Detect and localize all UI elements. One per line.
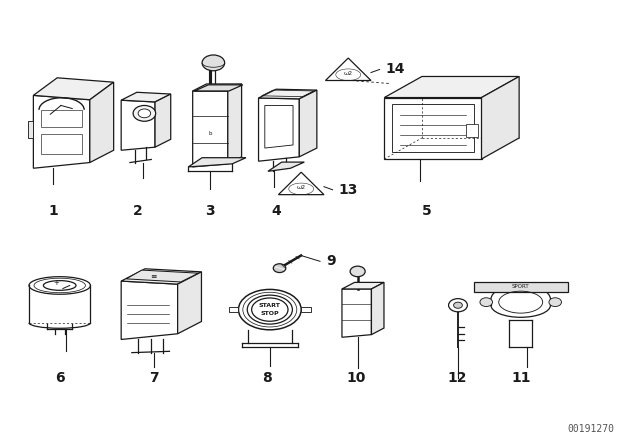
Polygon shape [268, 162, 305, 171]
Text: 13: 13 [339, 183, 358, 197]
Polygon shape [126, 270, 198, 282]
Polygon shape [474, 282, 568, 292]
Circle shape [549, 298, 561, 306]
Polygon shape [193, 84, 242, 91]
Text: 3: 3 [205, 204, 215, 218]
Text: 8: 8 [262, 371, 271, 385]
Polygon shape [33, 78, 114, 100]
Polygon shape [342, 282, 384, 289]
Text: 10: 10 [347, 371, 366, 385]
Circle shape [454, 302, 462, 308]
Polygon shape [193, 91, 228, 167]
Polygon shape [259, 98, 300, 161]
Polygon shape [90, 82, 114, 163]
Circle shape [449, 299, 467, 312]
Polygon shape [121, 269, 202, 284]
Text: SPORT: SPORT [512, 284, 529, 289]
Polygon shape [229, 307, 239, 312]
Text: b: b [209, 132, 212, 137]
Text: 14: 14 [386, 62, 405, 77]
Polygon shape [228, 84, 242, 164]
Text: STOP: STOP [260, 310, 279, 316]
Circle shape [138, 109, 150, 118]
Text: 7: 7 [149, 371, 159, 385]
Text: 2: 2 [133, 204, 143, 218]
Circle shape [202, 55, 225, 71]
Polygon shape [121, 281, 178, 340]
Circle shape [350, 266, 365, 277]
Polygon shape [466, 124, 478, 137]
Text: ≡: ≡ [150, 272, 157, 281]
Text: 9: 9 [326, 254, 336, 268]
Text: START: START [259, 303, 281, 308]
Text: 00191270: 00191270 [568, 424, 615, 434]
Text: +: + [54, 280, 60, 286]
Polygon shape [301, 307, 310, 312]
Polygon shape [188, 158, 246, 167]
Polygon shape [371, 282, 384, 335]
Polygon shape [259, 89, 317, 99]
Text: ω2: ω2 [296, 185, 306, 190]
Polygon shape [481, 77, 519, 159]
Text: 4: 4 [271, 204, 281, 218]
Polygon shape [28, 121, 33, 138]
Polygon shape [300, 90, 317, 157]
Polygon shape [33, 95, 90, 168]
Polygon shape [178, 272, 202, 334]
Text: 5: 5 [422, 204, 431, 218]
Circle shape [273, 264, 286, 272]
Text: 1: 1 [49, 204, 58, 218]
Polygon shape [342, 289, 371, 337]
Text: 11: 11 [511, 371, 531, 385]
Text: 6: 6 [55, 371, 65, 385]
Polygon shape [121, 100, 155, 150]
Polygon shape [384, 77, 519, 98]
Polygon shape [195, 85, 243, 91]
Text: ω2: ω2 [344, 71, 353, 76]
Circle shape [480, 298, 493, 306]
Polygon shape [155, 94, 171, 147]
Polygon shape [278, 172, 324, 194]
Polygon shape [384, 98, 481, 159]
Polygon shape [326, 58, 371, 81]
Circle shape [133, 105, 156, 121]
Polygon shape [121, 92, 171, 102]
Text: 12: 12 [447, 371, 467, 385]
